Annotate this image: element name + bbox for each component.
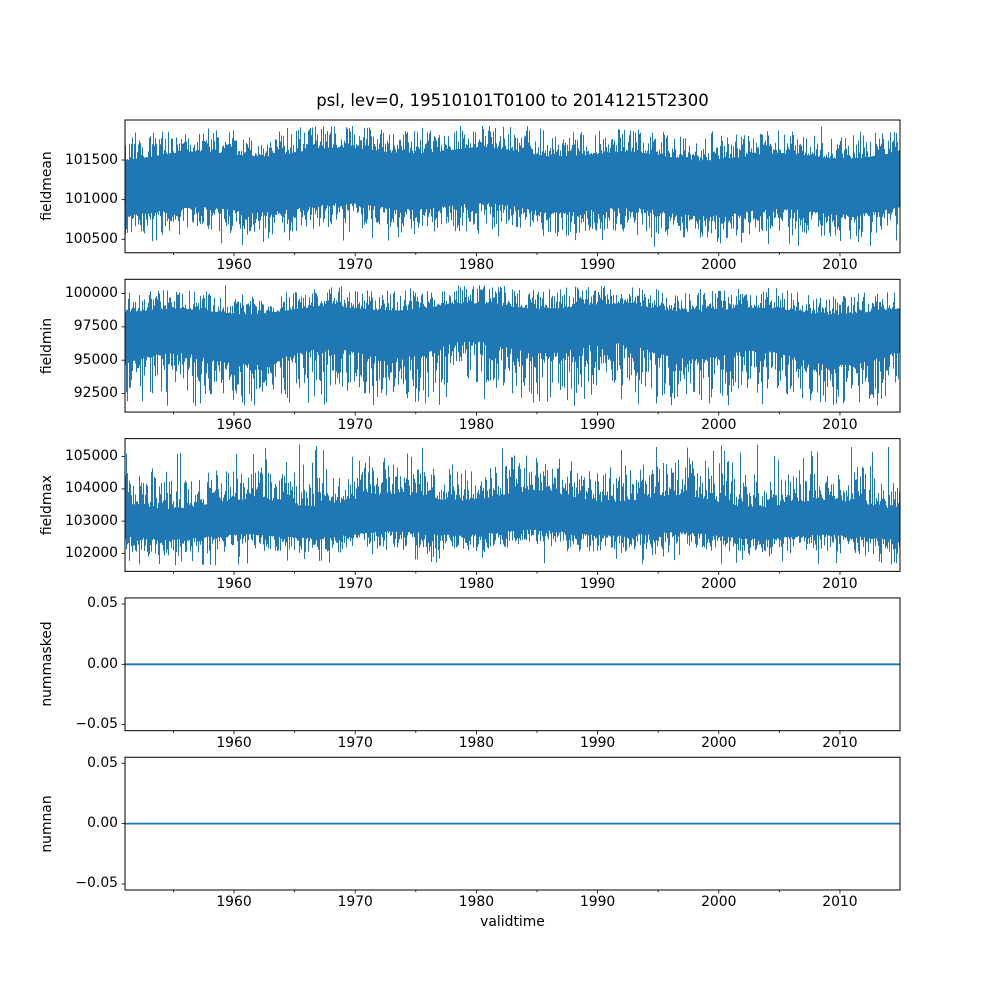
y-tick-label: 0.00 bbox=[87, 655, 118, 672]
x-tick-label: 1980 bbox=[458, 257, 495, 274]
x-tick-label: 1990 bbox=[579, 894, 616, 911]
axes-spine bbox=[124, 438, 901, 572]
x-tick-label: 1990 bbox=[579, 575, 616, 592]
x-tick-label: 1970 bbox=[337, 416, 373, 433]
x-tick-label: 2010 bbox=[822, 257, 858, 274]
y-tick-label: 0.05 bbox=[87, 754, 118, 771]
axes-spine bbox=[124, 597, 901, 732]
axes-spine bbox=[124, 756, 901, 891]
y-tick-label: 102000 bbox=[64, 544, 118, 561]
y-tick-label: 0.05 bbox=[87, 595, 118, 612]
x-tick-label: 1960 bbox=[216, 416, 252, 433]
y-tick-label: 95000 bbox=[73, 351, 118, 368]
y-tick-label: −0.05 bbox=[75, 716, 118, 733]
subplot-nummasked bbox=[121, 597, 901, 735]
y-tick-label: 97500 bbox=[73, 318, 118, 335]
x-tick-label: 2000 bbox=[701, 735, 737, 752]
x-tick-label: 1990 bbox=[579, 735, 616, 752]
series-fieldmean bbox=[125, 126, 900, 247]
x-tick-label: 1990 bbox=[579, 416, 616, 433]
axes-spine bbox=[124, 278, 901, 413]
x-tick-label: 1980 bbox=[458, 575, 495, 592]
series-fieldmin bbox=[125, 285, 900, 407]
x-axis-label: validtime bbox=[480, 914, 545, 930]
x-tick-label: 1980 bbox=[458, 894, 495, 911]
x-tick-label: 1980 bbox=[458, 416, 495, 433]
x-tick-label: 1970 bbox=[337, 575, 373, 592]
x-tick-label: 1990 bbox=[579, 257, 616, 274]
x-tick-label: 1960 bbox=[216, 257, 252, 274]
subplot-fieldmin bbox=[121, 278, 901, 416]
figure-title: psl, lev=0, 19510101T0100 to 20141215T23… bbox=[316, 91, 709, 110]
y-tick-label: 0.00 bbox=[87, 815, 118, 832]
y-tick-label: 103000 bbox=[64, 512, 118, 529]
x-tick-label: 2010 bbox=[822, 735, 858, 752]
x-tick-label: 2000 bbox=[701, 894, 737, 911]
y-tick-label: 101500 bbox=[64, 151, 118, 168]
y-tick-label: 101000 bbox=[64, 191, 118, 208]
x-tick-label: 2000 bbox=[701, 416, 737, 433]
x-tick-label: 2010 bbox=[822, 894, 858, 911]
y-tick-label: 100000 bbox=[64, 285, 118, 301]
x-tick-label: 1960 bbox=[216, 735, 252, 752]
x-tick-label: 1980 bbox=[458, 735, 495, 752]
y-tick-label: 104000 bbox=[64, 480, 118, 497]
x-tick-label: 2010 bbox=[822, 575, 858, 592]
x-tick-label: 2010 bbox=[822, 416, 858, 433]
y-tick-label: 105000 bbox=[64, 448, 118, 465]
x-tick-label: 2000 bbox=[701, 575, 737, 592]
subplot-fieldmean bbox=[121, 119, 901, 257]
x-tick-label: 1960 bbox=[216, 894, 252, 911]
y-tick-label: −0.05 bbox=[75, 875, 118, 892]
series-fieldmax bbox=[125, 444, 900, 566]
x-tick-label: 2000 bbox=[701, 257, 737, 274]
x-tick-label: 1970 bbox=[337, 257, 373, 274]
x-tick-label: 1970 bbox=[337, 894, 373, 911]
axes-spine bbox=[124, 119, 901, 254]
subplot-numnan bbox=[121, 756, 901, 894]
y-tick-label: 92500 bbox=[73, 385, 118, 402]
x-tick-label: 1960 bbox=[216, 575, 252, 592]
subplot-fieldmax bbox=[121, 438, 901, 575]
y-tick-label: 100500 bbox=[64, 230, 118, 247]
x-tick-label: 1970 bbox=[337, 735, 373, 752]
